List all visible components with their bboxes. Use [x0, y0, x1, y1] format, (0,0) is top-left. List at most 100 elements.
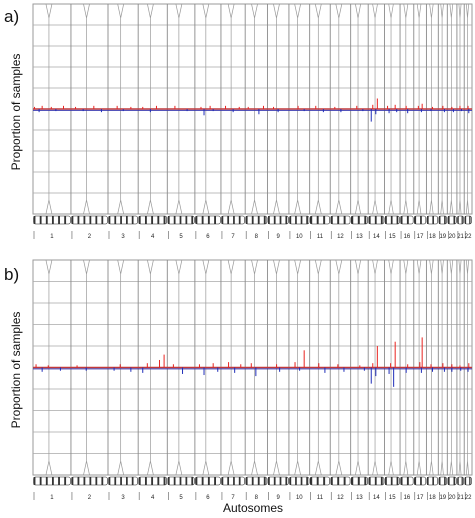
chromosome-label: 21: [457, 234, 464, 240]
ideogram-band: [289, 216, 292, 224]
ideogram-body: [330, 476, 351, 486]
ideogram-band: [77, 216, 80, 224]
ideogram-band: [71, 477, 74, 485]
chromosome-label: 9: [277, 495, 281, 501]
ideogram-band: [396, 216, 399, 224]
ideogram-band: [457, 216, 459, 224]
ideogram-band: [279, 477, 282, 485]
chromosome-label: 12: [337, 495, 344, 501]
ideogram-chr-7: [221, 215, 245, 225]
ideogram-body: [245, 476, 268, 486]
ideogram-band: [257, 477, 260, 485]
ideogram-band: [89, 477, 92, 485]
chromosome-label: 19: [439, 234, 446, 240]
ideogram-band: [323, 477, 326, 485]
ideogram-band: [120, 216, 122, 224]
ideogram-chr-17: [414, 476, 427, 486]
ideogram-chr-22: [464, 476, 472, 486]
ideogram-body: [289, 215, 310, 225]
ideogram-band: [464, 216, 467, 224]
ideogram-band: [364, 216, 367, 224]
chromosome-label: 4: [151, 495, 155, 501]
ideogram-band: [268, 477, 270, 485]
ideogram-chr-15: [384, 215, 400, 225]
ideogram-band: [64, 477, 67, 485]
ideogram-band: [400, 216, 403, 224]
chromosome-label: 6: [206, 234, 210, 240]
ideogram-band: [101, 477, 104, 485]
ideogram-band: [201, 216, 204, 224]
ideogram-band: [330, 477, 333, 485]
chromosome-label: 1: [50, 234, 54, 240]
ideogram-band: [245, 216, 248, 224]
ideogram-band: [285, 216, 288, 224]
ideogram-band: [263, 216, 266, 224]
ideogram-band: [343, 477, 346, 485]
ideogram-chr-16: [400, 476, 414, 486]
ideogram-band: [233, 216, 235, 224]
ideogram-chr-8: [245, 215, 268, 225]
ideogram-band: [238, 216, 241, 224]
ideogram-band: [167, 216, 170, 224]
ideogram-band: [227, 477, 230, 485]
ideogram-band: [432, 477, 434, 485]
ideogram-band: [285, 477, 288, 485]
ideogram-band: [457, 477, 459, 485]
ideogram-band: [131, 477, 134, 485]
chromosome-label: 17: [417, 495, 424, 501]
chromosome-label: 17: [417, 234, 424, 240]
ideogram-band: [51, 477, 54, 485]
ideogram-band: [380, 216, 383, 224]
ideogram-band: [464, 477, 467, 485]
ideogram-band: [368, 216, 371, 224]
chromosome-label: 5: [179, 234, 183, 240]
ideogram-chr-22: [464, 215, 472, 225]
ideogram-band: [268, 216, 270, 224]
ideogram-chr-2: [71, 476, 108, 486]
ideogram-band: [316, 477, 319, 485]
ideogram-band: [138, 216, 141, 224]
ideogram-band: [337, 216, 340, 224]
ideogram-band: [144, 477, 147, 485]
ideogram-band: [138, 477, 141, 485]
ideogram-chr-21: [457, 215, 464, 225]
ideogram-body: [221, 215, 245, 225]
ideogram-band: [245, 477, 248, 485]
ideogram-chr-2: [71, 215, 108, 225]
chromosome-label: 19: [439, 495, 446, 501]
ideogram-band: [33, 216, 36, 224]
ideogram-chr-14: [368, 476, 385, 486]
ideogram-band: [385, 477, 387, 485]
ideogram-body: [245, 215, 268, 225]
ideogram-band: [444, 216, 446, 224]
ideogram-band: [357, 216, 360, 224]
ideogram-band: [201, 477, 204, 485]
ideogram-band: [58, 216, 60, 224]
ideogram-band: [351, 477, 354, 485]
ideogram-band: [310, 477, 313, 485]
ideogram-band: [173, 477, 176, 485]
ideogram-chr-6: [195, 476, 221, 486]
ideogram-band: [95, 477, 98, 485]
ideogram-band: [33, 477, 36, 485]
ideogram-band: [131, 216, 134, 224]
ideogram-chr-4: [138, 215, 167, 225]
ideogram-band: [364, 477, 367, 485]
ideogram-band: [207, 477, 210, 485]
ideogram-band: [45, 216, 48, 224]
ideogram-band: [214, 216, 216, 224]
ideogram-body: [309, 215, 330, 225]
ideogram-band: [191, 477, 194, 485]
ideogram-chr-13: [350, 476, 368, 486]
ideogram-chr-18: [426, 476, 439, 486]
ideogram-chr-5: [167, 215, 195, 225]
chromosome-label: 16: [404, 495, 411, 501]
ideogram-band: [414, 216, 417, 224]
ideogram-chr-9: [267, 476, 289, 486]
ideogram-band: [330, 216, 333, 224]
ideogram-band: [420, 477, 422, 485]
ideogram-band: [420, 216, 422, 224]
chromosome-label: 13: [356, 495, 363, 501]
ideogram-band: [414, 477, 417, 485]
ideogram-chr-18: [426, 215, 439, 225]
